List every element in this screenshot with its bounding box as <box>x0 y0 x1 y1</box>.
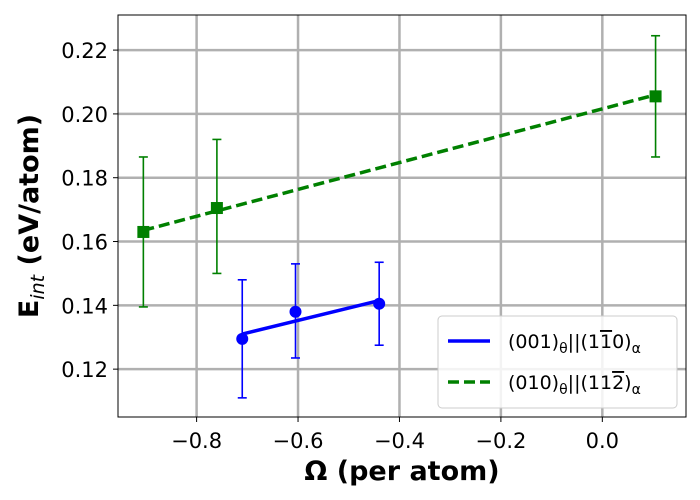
y-axis-title: Eint (eV/atom) <box>14 114 49 318</box>
series-1 <box>137 34 662 308</box>
x-tick-label: −0.2 <box>475 429 526 453</box>
x-tick-label: 0.0 <box>586 429 619 453</box>
y-tick-label: 0.18 <box>61 167 108 191</box>
y-tick-label: 0.12 <box>61 358 108 382</box>
legend-box <box>437 315 678 409</box>
y-axis-title-main: E <box>14 300 45 318</box>
data-point <box>137 225 150 238</box>
y-axis-title-subscript: int <box>27 273 49 299</box>
series-fit-line <box>142 93 657 233</box>
x-tick-label: −0.4 <box>374 429 425 453</box>
y-axis-title-rest: (eV/atom) <box>14 114 45 275</box>
y-tick-label: 0.22 <box>61 39 108 63</box>
plot-frame <box>117 14 687 418</box>
y-tick-label: 0.16 <box>61 231 108 255</box>
ticks: −0.8 −0.6 −0.4 −0.2 0.0 0.12 0.14 0.16 0.18 0.20 0… <box>61 39 619 453</box>
grid <box>118 15 686 417</box>
y-tick-label: 0.20 <box>61 103 108 127</box>
legend-label: (010)θ||(112)α <box>508 372 641 398</box>
legend: (001)θ||(110)α (010)θ||(112)α <box>437 315 678 409</box>
series-fit-line <box>241 298 380 336</box>
data-point <box>210 202 223 215</box>
series-layer <box>137 34 662 399</box>
x-axis-title: Ω (per atom) <box>304 456 499 487</box>
data-point <box>289 305 302 318</box>
legend-label: (001)θ||(110)α <box>508 331 641 357</box>
series-0 <box>236 261 386 399</box>
data-point <box>649 90 662 103</box>
y-tick-label: 0.14 <box>61 294 108 318</box>
x-tick-label: −0.6 <box>273 429 324 453</box>
x-tick-label: −0.8 <box>171 429 222 453</box>
data-point <box>236 332 249 345</box>
data-point <box>373 297 386 310</box>
